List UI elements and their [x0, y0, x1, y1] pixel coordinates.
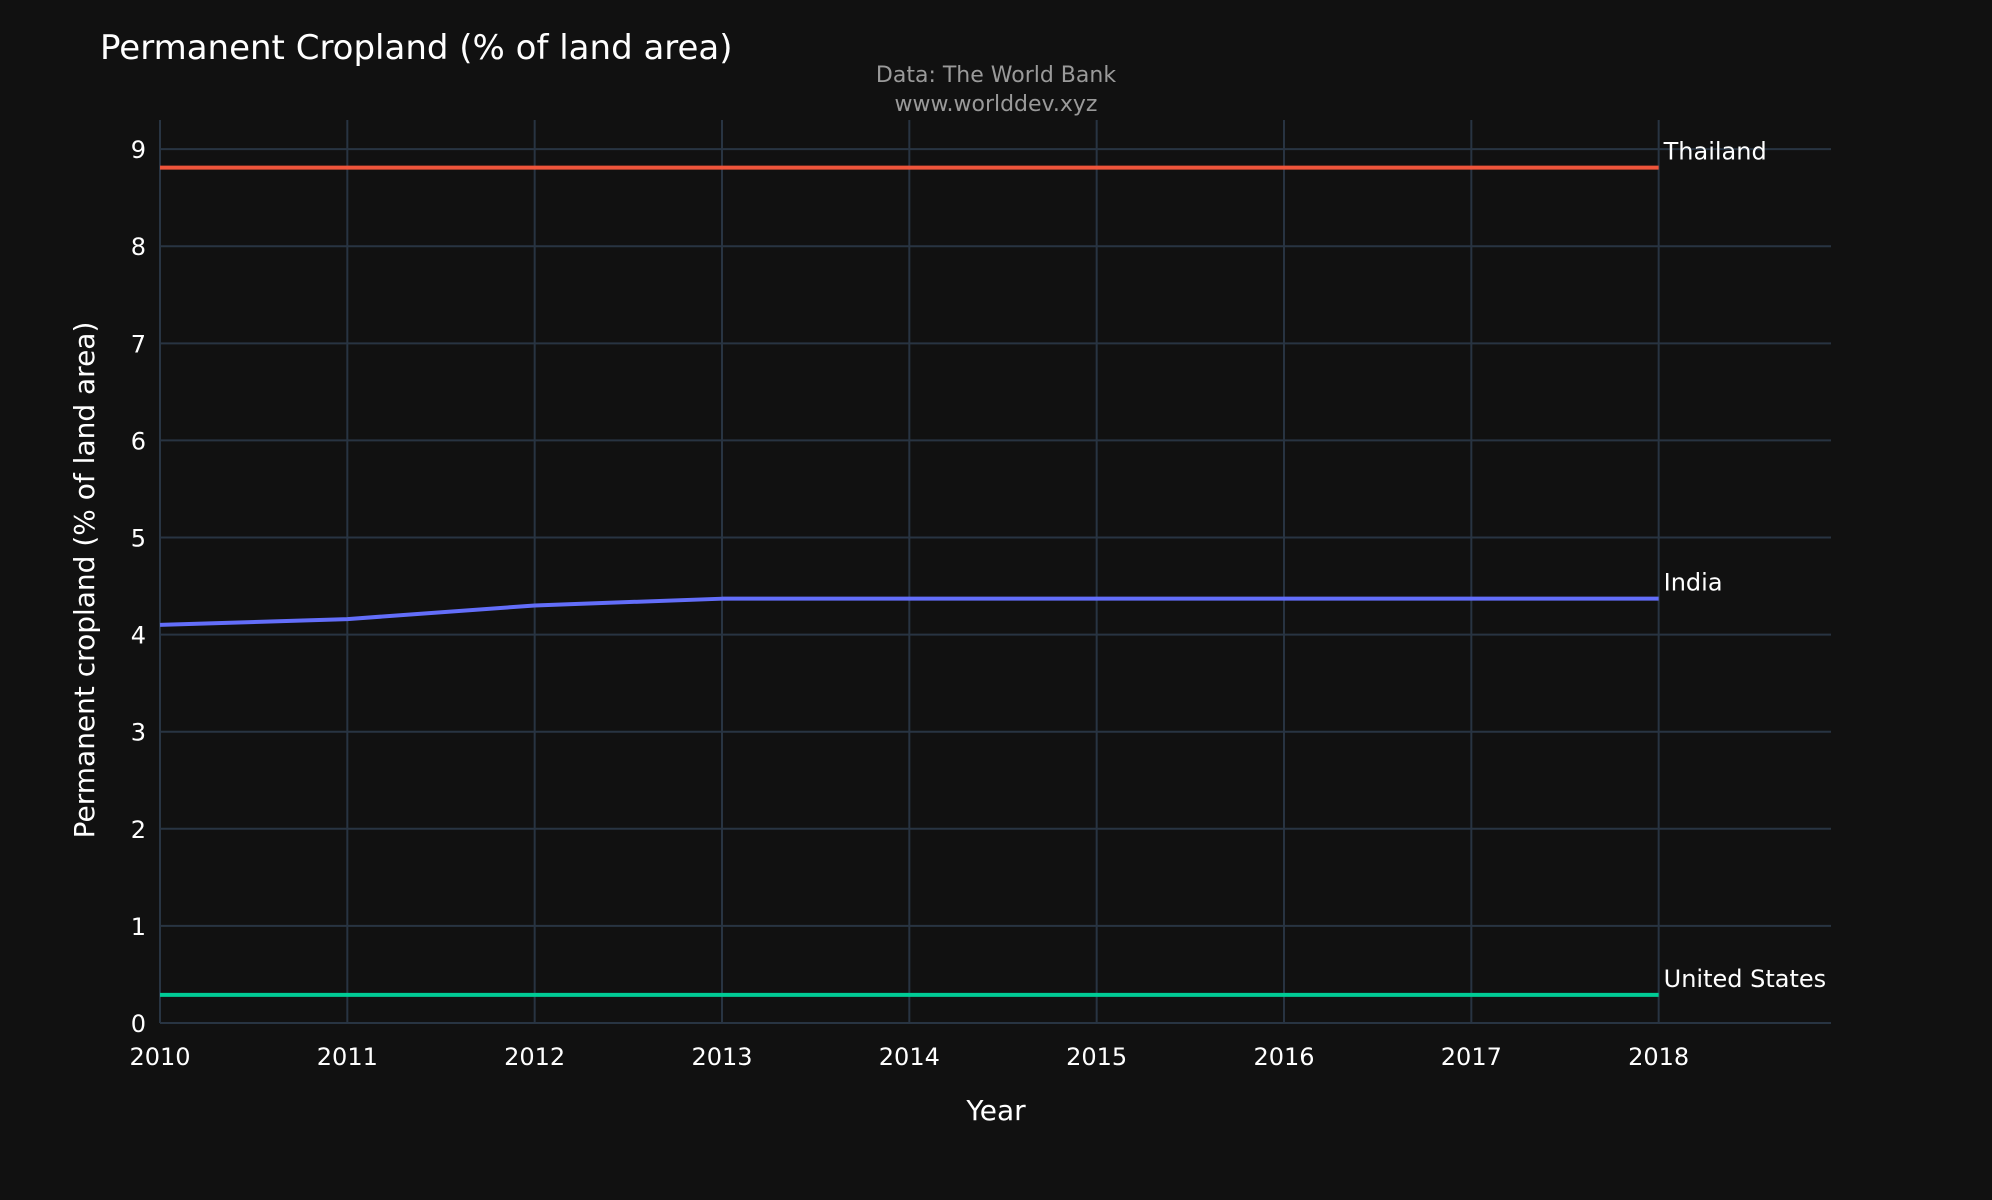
x-tick-label: 2013 [691, 1043, 752, 1071]
y-axis-title: Permanent cropland (% of land area) [68, 322, 101, 839]
y-tick-labels: 0 1 2 3 4 5 6 7 8 9 [131, 136, 146, 1038]
x-tick-label: 2017 [1441, 1043, 1502, 1071]
y-tick-label: 4 [131, 622, 146, 650]
chart-subtitle-source: Data: The World Bank [876, 63, 1116, 88]
chart-subtitle-url: www.worlddev.xyz [895, 92, 1098, 117]
y-tick-label: 6 [131, 427, 146, 455]
x-tick-label: 2012 [504, 1043, 565, 1071]
series-label-india: India [1664, 569, 1723, 597]
series-line-india [159, 596, 1659, 627]
x-tick-label: 2015 [1066, 1043, 1127, 1071]
y-tick-label: 2 [131, 816, 146, 844]
y-tick-label: 0 [131, 1010, 146, 1038]
y-tick-label: 3 [131, 719, 146, 747]
series-lines [159, 165, 1659, 997]
x-tick-label: 2016 [1253, 1043, 1314, 1071]
chart-title: Permanent Cropland (% of land area) [100, 28, 733, 68]
y-tick-label: 1 [131, 913, 146, 941]
x-tick-label: 2014 [879, 1043, 940, 1071]
series-label-united-states: United States [1664, 965, 1827, 993]
x-axis-title: Year [965, 1094, 1026, 1127]
x-tick-label: 2018 [1628, 1043, 1689, 1071]
x-tick-labels: 2010 2011 2012 2013 2014 2015 2016 2017 2018 [129, 1043, 1689, 1071]
x-tick-label: 2011 [317, 1043, 378, 1071]
y-tick-label: 9 [131, 136, 146, 164]
y-tick-label: 7 [131, 330, 146, 358]
y-gridlines [160, 148, 1831, 1024]
x-tick-label: 2010 [129, 1043, 190, 1071]
series-label-thailand: Thailand [1663, 138, 1767, 166]
x-gridlines [159, 120, 1660, 1023]
y-tick-label: 8 [131, 233, 146, 261]
y-tick-label: 5 [131, 525, 146, 553]
series-end-labels: Thailand India United States [1663, 138, 1827, 993]
